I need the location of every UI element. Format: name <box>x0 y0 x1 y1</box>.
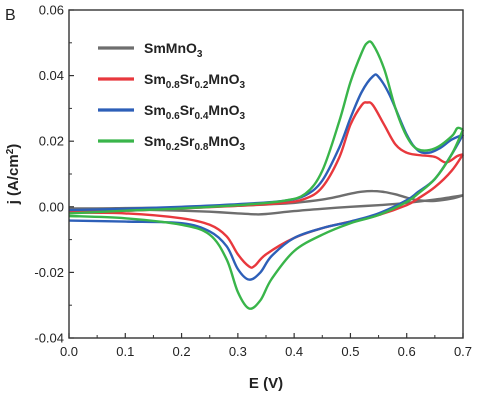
legend-label-part: MnO <box>208 102 239 118</box>
legend-label-part: MnO <box>208 71 239 87</box>
y-tick-label: 0.00 <box>39 199 64 214</box>
y-tick-label: 0.04 <box>39 68 64 83</box>
y-tick-label: -0.02 <box>34 265 64 280</box>
legend-label-part: Sr <box>180 133 195 149</box>
x-tick-label: 0.4 <box>285 344 303 359</box>
legend-label: SmMnO3 <box>144 40 203 60</box>
series-line-reverse-scan <box>68 134 465 281</box>
legend-label-part: Sr <box>180 102 195 118</box>
legend-label-part: 3 <box>240 111 246 122</box>
series-2 <box>68 73 465 281</box>
legend-label-part: Sr <box>180 71 195 87</box>
legend-label-part: Sm <box>144 102 166 118</box>
x-tick-label: 0.0 <box>60 344 78 359</box>
legend-label-part: 3 <box>240 80 246 91</box>
legend-label: Sm0.8Sr0.2MnO3 <box>144 71 246 91</box>
x-tick-label: 0.5 <box>341 344 359 359</box>
x-axis-ticks: 0.0 0.1 0.2 0.3 0.4 0.5 0.6 0.7 <box>60 333 472 359</box>
series-line-reverse-scan <box>68 129 465 310</box>
x-axis-title: E (V) <box>249 375 283 392</box>
x-tick-label: 0.3 <box>229 344 247 359</box>
legend-label-part: 0.8 <box>166 80 180 91</box>
legend-label-part: 0.8 <box>195 142 209 153</box>
series-3 <box>68 40 465 310</box>
legend-label-part: 3 <box>197 49 203 60</box>
legend-label-part: Sm <box>144 71 166 87</box>
series-line-reverse-scan <box>68 153 464 269</box>
legend-label-part: Sm <box>144 133 166 149</box>
series-line-forward-scan <box>68 40 464 215</box>
legend-label-part: 0.2 <box>195 80 209 91</box>
legend-label: Sm0.6Sr0.4MnO3 <box>144 102 246 122</box>
legend-label: Sm0.2Sr0.8MnO3 <box>144 133 246 153</box>
x-tick-label: 0.6 <box>398 344 416 359</box>
panel-label: B <box>5 7 16 24</box>
y-axis-title-main: j (A/cm <box>5 154 22 205</box>
x-tick-label: 0.2 <box>173 344 191 359</box>
y-tick-label: 0.06 <box>39 3 64 18</box>
legend-label-part: SmMnO <box>144 40 197 56</box>
y-tick-label: 0.02 <box>39 134 64 149</box>
x-tick-label: 0.1 <box>116 344 134 359</box>
x-tick-label: 0.7 <box>454 344 472 359</box>
legend-label-part: MnO <box>208 133 239 149</box>
legend-label-part: 3 <box>240 142 246 153</box>
y-axis-title-sup: 2 <box>5 148 16 154</box>
legend-label-part: 0.4 <box>195 111 209 122</box>
y-axis-ticks: -0.04 -0.02 0.00 0.02 0.04 0.06 <box>34 3 74 346</box>
legend-label-part: 0.2 <box>166 142 180 153</box>
y-tick-label: -0.04 <box>34 331 64 346</box>
legend: SmMnO3Sm0.8Sr0.2MnO3Sm0.6Sr0.4MnO3Sm0.2S… <box>98 40 246 153</box>
plot-lines <box>68 40 465 310</box>
y-axis-title: j (A/cm2) <box>5 144 23 206</box>
y-axis-title-end: ) <box>5 144 22 149</box>
series-line-forward-scan <box>68 101 464 213</box>
legend-label-part: 0.6 <box>166 111 180 122</box>
